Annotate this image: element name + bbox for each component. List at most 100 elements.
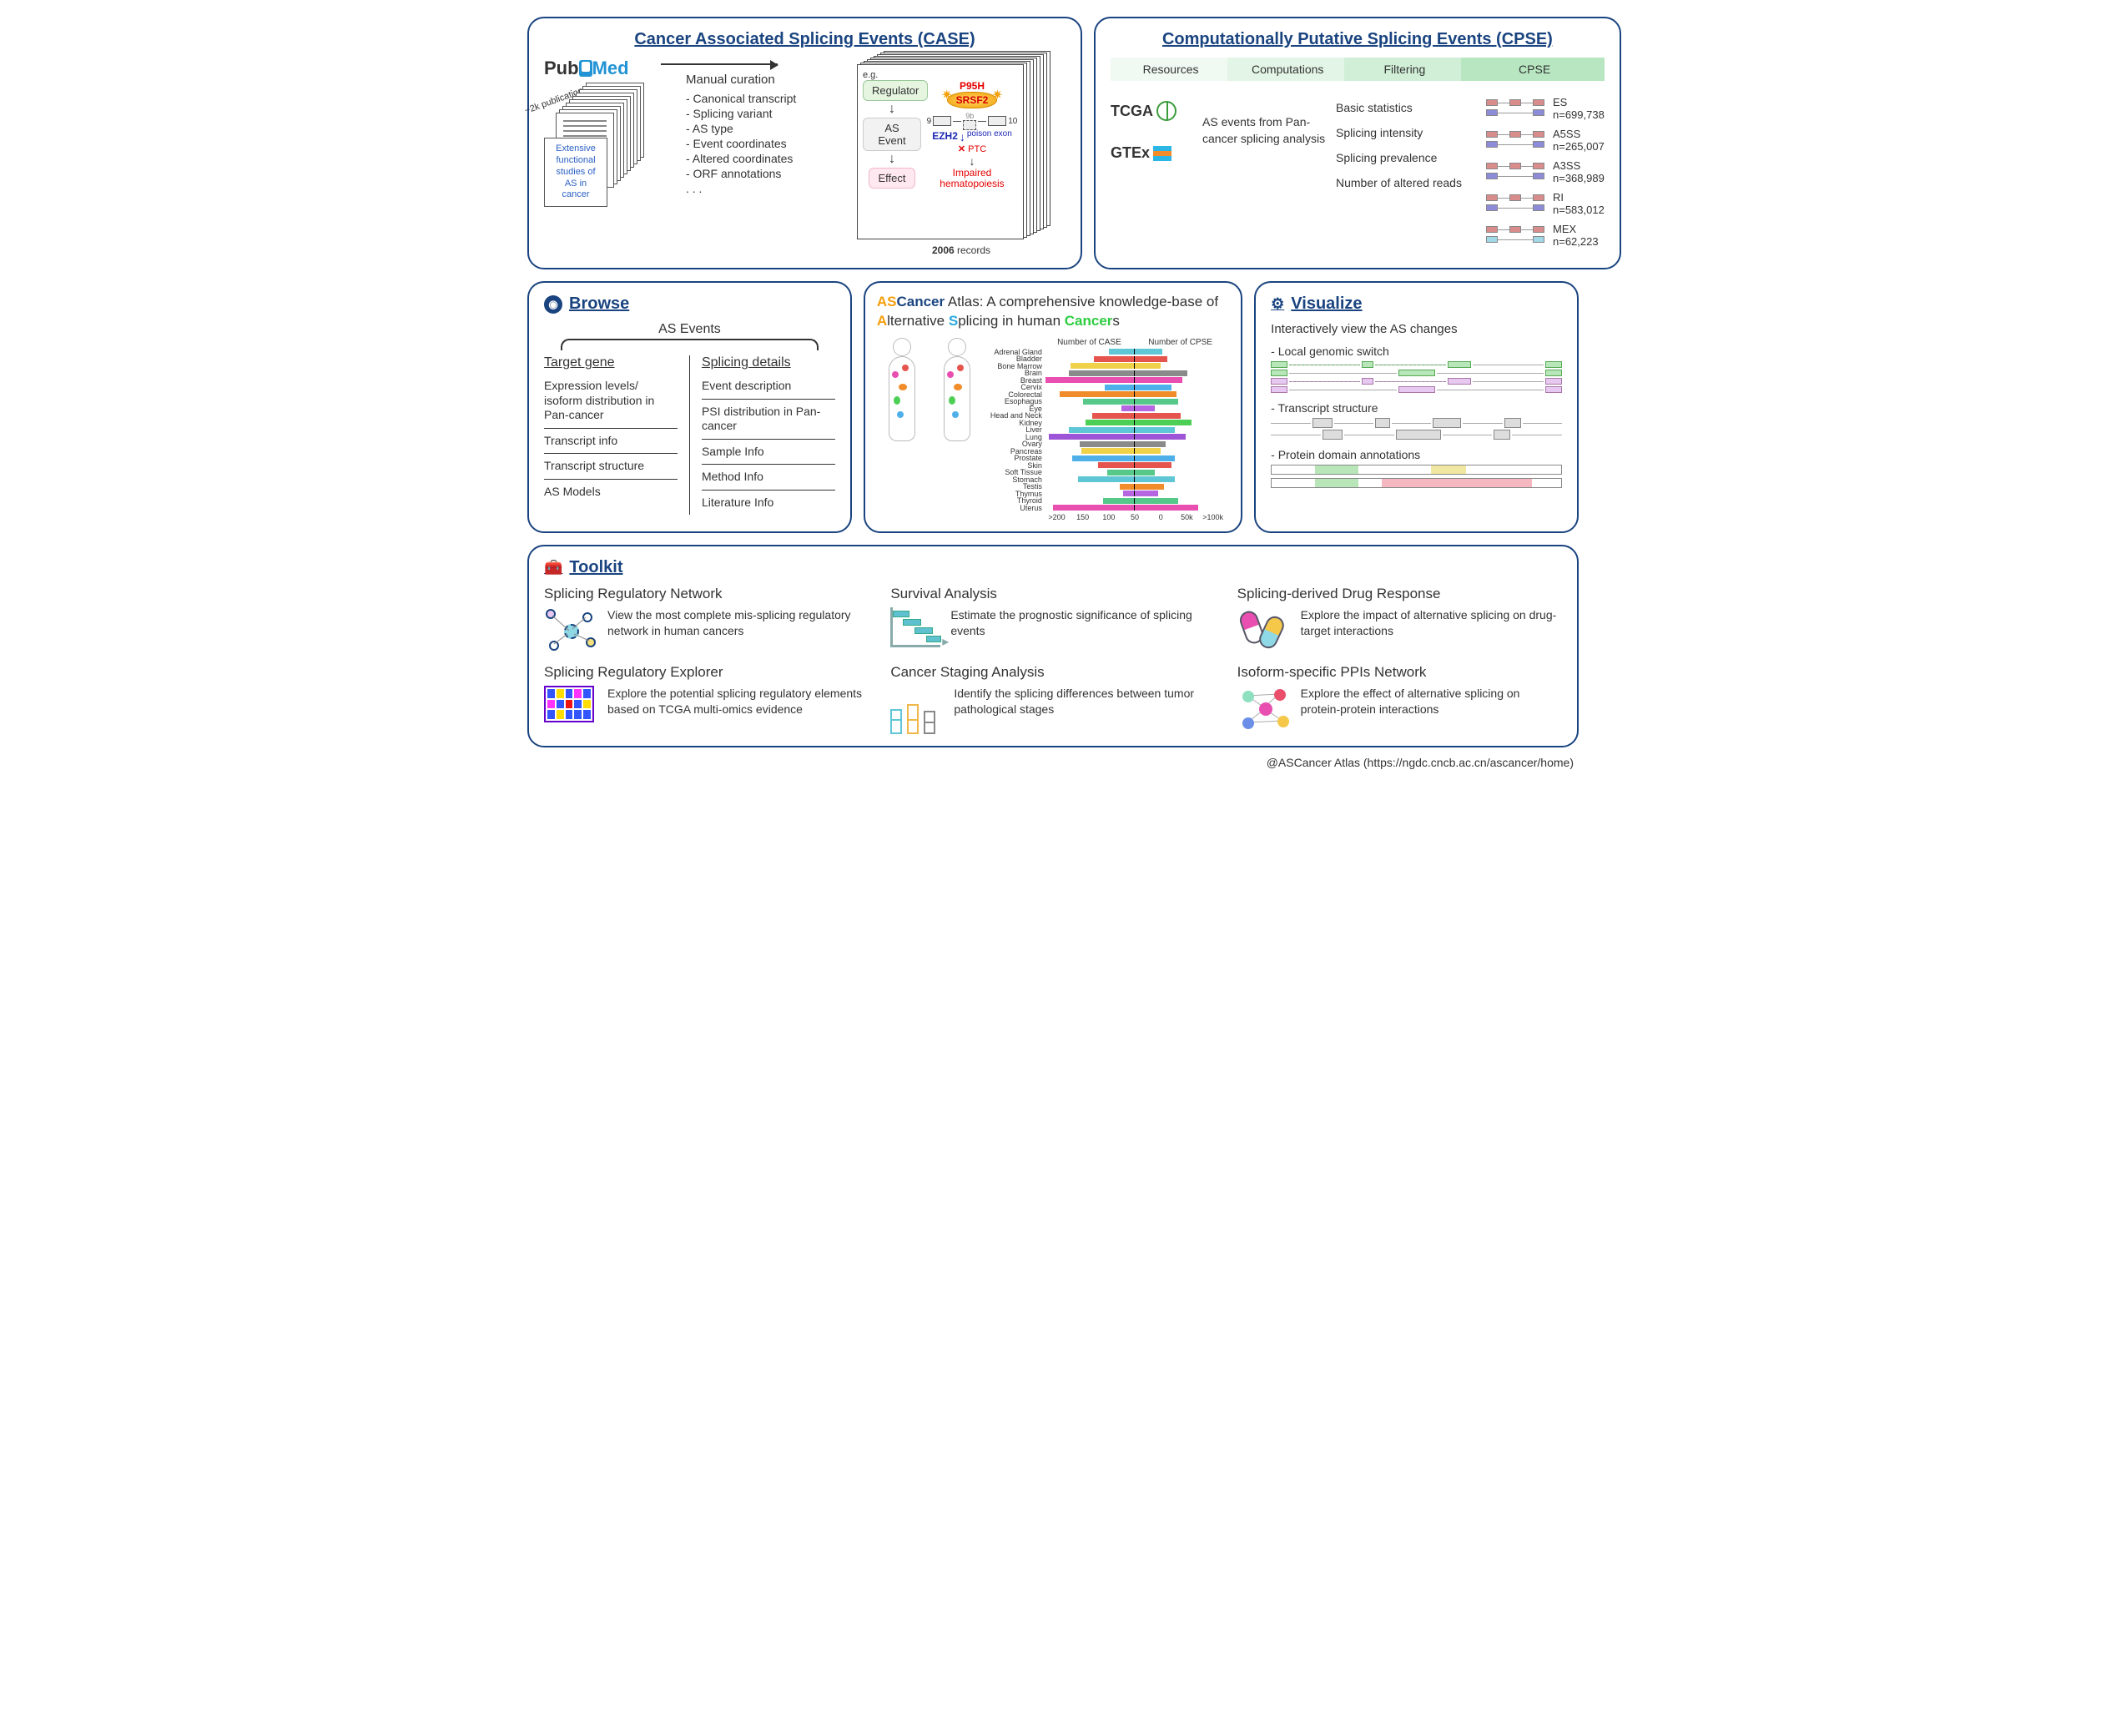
tk-heading: Splicing-derived Drug Response (1237, 586, 1562, 602)
records-label: 2006 records (857, 244, 1066, 256)
chart-rows: Adrenal Gland Bladder Bone Marrow Brain … (1044, 349, 1226, 511)
grid-explorer-icon (544, 686, 597, 734)
chart-row: Soft Tissue (1044, 469, 1226, 476)
target-gene-list: Expression levels/ isoform distribution … (544, 374, 678, 504)
tk-heading: Isoform-specific PPIs Network (1237, 664, 1562, 681)
target-gene-header: Target gene (544, 355, 678, 370)
chart-header: Number of CASE Number of CPSE (1044, 338, 1226, 347)
chart-row: Cervix (1044, 384, 1226, 390)
cpse-title: Computationally Putative Splicing Events… (1111, 30, 1605, 49)
as-type-label: A5SSn=265,007 (1553, 128, 1605, 153)
tk-desc: View the most complete mis-splicing regu… (607, 607, 869, 639)
toolkit-item: Survival Analysis ▸ Estimate the prognos… (890, 586, 1215, 656)
as-type-label: ESn=699,738 (1553, 96, 1605, 121)
tk-heading: Cancer Staging Analysis (890, 664, 1215, 681)
chart-row: Breast (1044, 377, 1226, 384)
curation-title: Manual curation (686, 73, 849, 87)
browse-title-text: Browse (569, 294, 629, 314)
organ-dot (949, 396, 955, 405)
title-plicing: plicing in human (958, 313, 1065, 329)
as-type-icon (1486, 161, 1544, 183)
domain-segment (1272, 465, 1315, 474)
tk-desc: Explore the impact of alternative splici… (1301, 607, 1562, 639)
pubmed-text-2: Med (592, 58, 629, 78)
poison-exon-label: poison exon (967, 130, 1012, 138)
viz-item-1: - Local genomic switch (1271, 345, 1562, 358)
chart-row: Ovary (1044, 440, 1226, 447)
header-right: Number of CPSE (1135, 338, 1226, 347)
down-arrow-icon: ↓ (863, 103, 921, 116)
example-stack-icon: e.g. Regulator ↓ AS Event ↓ Effect (857, 58, 1057, 241)
viz-item-3: - Protein domain annotations (1271, 448, 1562, 461)
toolkit-item: Splicing Regulatory Network View the mos… (544, 586, 869, 656)
axis-tick: 150 (1070, 513, 1096, 521)
as-type-icon (1486, 224, 1544, 246)
axis-tick: 100 (1096, 513, 1121, 521)
local-switch-icon (1271, 361, 1562, 393)
computations-column: AS events from Pan-cancer splicing analy… (1202, 89, 1328, 147)
cpse-type-row: A5SSn=265,007 (1486, 128, 1605, 153)
viz-item-2: - Transcript structure (1271, 401, 1562, 415)
toolbox-icon: 🧰 (544, 559, 562, 576)
organ-dot (957, 365, 964, 371)
survival-icon: ▸ (890, 607, 940, 647)
axis-tick: >100k (1200, 513, 1226, 521)
browse-sub: AS Events (544, 322, 835, 337)
grid-cell (566, 700, 573, 709)
title-lternative: lternative (887, 313, 949, 329)
curation-item: - AS type (686, 122, 849, 135)
grid-cell (574, 700, 582, 709)
grid-cell (583, 710, 591, 719)
regulator-chip: Regulator (863, 80, 928, 101)
chart-row: Eye (1044, 405, 1226, 412)
effect-chip: Effect (869, 168, 914, 189)
chart-row: Thymus (1044, 491, 1226, 497)
browse-item: Sample Info (702, 440, 835, 465)
example-column: e.g. Regulator ↓ AS Event ↓ Effect (857, 58, 1066, 256)
impaired-label: Impaired hematopoiesis (926, 168, 1018, 189)
grid-cell (557, 710, 564, 719)
example-front: e.g. Regulator ↓ AS Event ↓ Effect (857, 64, 1024, 239)
gtex-text: GTEx (1111, 144, 1150, 162)
pipeline-step: Computations (1227, 58, 1344, 81)
curation-list: - Canonical transcript- Splicing variant… (686, 92, 849, 195)
case-body: PubMed ~2k publications (544, 58, 1066, 256)
domain-segment (1315, 465, 1358, 474)
srsf2-chip: SRSF2 (947, 92, 998, 108)
chart-row: Pancreas (1044, 448, 1226, 455)
toolkit-item: Cancer Staging Analysis Identify the spl… (890, 664, 1215, 734)
exon-track-icon: 9 9b 10 (926, 112, 1018, 130)
domain-segment (1358, 479, 1382, 487)
spark-icon: ✷ (941, 87, 952, 103)
tcga-logo: TCGA (1111, 101, 1194, 121)
gtex-icon (1153, 146, 1171, 161)
grid-cell (583, 689, 591, 698)
browse-item: Expression levels/ isoform distribution … (544, 374, 678, 429)
organ-dot (899, 384, 907, 390)
tk-desc: Estimate the prognostic significance of … (950, 607, 1215, 639)
chart-axis: >20015010050050k>100k (1044, 513, 1226, 521)
title-s-end: s (1112, 313, 1120, 329)
divider (689, 355, 690, 515)
domain-segment (1358, 465, 1431, 474)
chart-row: Colorectal (1044, 391, 1226, 398)
ezh2-label: EZH2 (932, 130, 958, 142)
organ-dot (892, 371, 899, 378)
tk-heading: Splicing Regulatory Explorer (544, 664, 869, 681)
grid-cell (583, 700, 591, 709)
tk-desc: Identify the splicing differences betwee… (954, 686, 1215, 717)
tcga-text: TCGA (1111, 103, 1153, 120)
exon-9b-label: 9b (965, 112, 974, 120)
gtex-logo: GTEx (1111, 144, 1194, 162)
curation-item: - Altered coordinates (686, 152, 849, 165)
grid-cell (566, 710, 573, 719)
pills-icon (1237, 607, 1291, 656)
toolkit-panel: 🧰 Toolkit Splicing Regulatory Network Vi… (527, 545, 1579, 747)
atlas-body: Number of CASE Number of CPSE Adrenal Gl… (877, 338, 1229, 521)
axis-tick: 0 (1148, 513, 1174, 521)
cpse-types-list: ESn=699,738 A5SSn=265,007 A3SSn=368,989 … (1486, 89, 1605, 254)
tk-heading: Survival Analysis (890, 586, 1215, 602)
pipeline-step: Filtering (1344, 58, 1461, 81)
tk-desc: Explore the potential splicing regulator… (607, 686, 869, 717)
as-type-icon (1486, 193, 1544, 214)
